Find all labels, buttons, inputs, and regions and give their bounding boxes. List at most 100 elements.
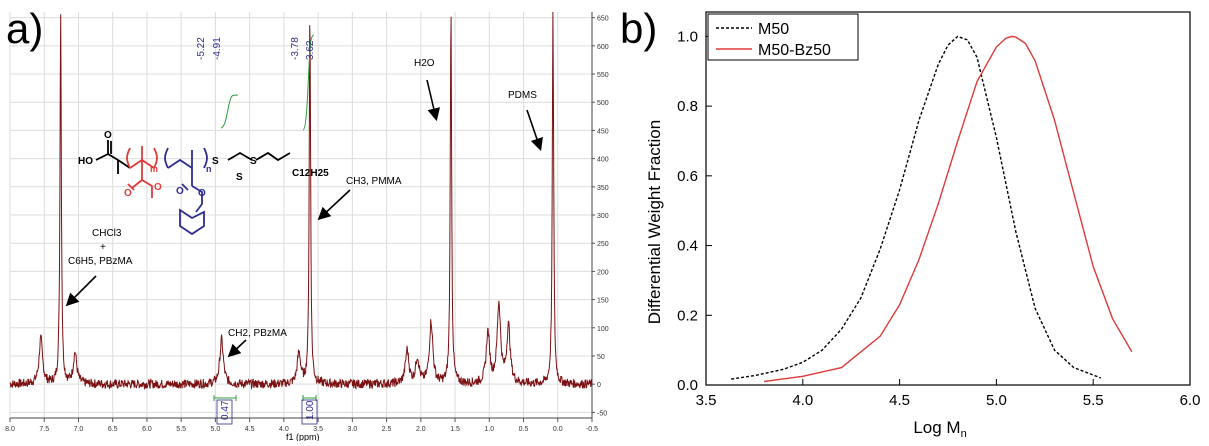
nmr-x-tick-label: 6.0 bbox=[142, 426, 152, 433]
svg-text:O: O bbox=[198, 188, 206, 199]
gpc-axes-box bbox=[706, 12, 1190, 385]
nmr-x-tick-label: 2.5 bbox=[382, 426, 392, 433]
arrow-ch2-pbzma bbox=[230, 340, 246, 355]
gpc-y-tick-label: 0.0 bbox=[677, 377, 698, 394]
svg-text:C12H25: C12H25 bbox=[292, 168, 329, 179]
nmr-y-tick-label: 450 bbox=[597, 128, 609, 135]
nmr-y-tick-label: 250 bbox=[597, 241, 609, 248]
label-chcl3-3: C6H5, PBzMA bbox=[68, 256, 133, 267]
chemical-structure: HO O m O O n O O S S S C12H25 bbox=[78, 130, 329, 234]
nmr-x-tick-label: 8.0 bbox=[5, 426, 15, 433]
svg-text:S: S bbox=[212, 156, 219, 167]
gpc-plot-frame bbox=[706, 12, 1190, 385]
peak-label-4: 3.62 bbox=[305, 40, 316, 60]
svg-text:O: O bbox=[176, 186, 184, 197]
gpc-x-axis-label-main: Log M bbox=[913, 418, 960, 437]
svg-text:n: n bbox=[206, 164, 212, 174]
label-pmma: CH3, PMMA bbox=[346, 176, 402, 187]
nmr-y-tick-label: 50 bbox=[597, 354, 605, 361]
nmr-y-ticks: 650600550500450400350300250200150100500-… bbox=[592, 16, 609, 418]
nmr-grid bbox=[10, 12, 592, 418]
peak-label-1: -5.22 bbox=[196, 37, 207, 60]
nmr-y-tick-label: 100 bbox=[597, 326, 609, 333]
gpc-legend-label-2: M50-Bz50 bbox=[758, 42, 831, 59]
gpc-x-axis-label: Log Mn bbox=[913, 418, 966, 440]
gpc-distribution-chart: 3.5 4.0 4.5 5.0 5.5 6.0 0.0 0.2 0.4 0.6 0.8 1.0 M5… bbox=[610, 0, 1209, 441]
nmr-y-tick-label: 600 bbox=[597, 44, 609, 51]
nmr-y-tick-label: 400 bbox=[597, 157, 609, 164]
integral-value-1: 0.47 bbox=[220, 400, 231, 420]
gpc-series-line-2 bbox=[764, 36, 1132, 381]
arrow-pdms bbox=[527, 110, 540, 148]
svg-text:HO: HO bbox=[78, 156, 93, 167]
peak-label-3: -3.78 bbox=[290, 37, 301, 60]
nmr-x-tick-label: 1.5 bbox=[450, 426, 460, 433]
svg-text:S: S bbox=[250, 156, 257, 167]
nmr-x-tick-label: 7.0 bbox=[74, 426, 84, 433]
svg-text:m: m bbox=[150, 164, 158, 174]
label-h2o: H2O bbox=[414, 58, 435, 69]
nmr-y-tick-label: -50 bbox=[597, 410, 607, 417]
svg-text:S: S bbox=[236, 172, 243, 183]
nmr-x-tick-label: 7.5 bbox=[39, 426, 49, 433]
nmr-y-tick-label: 500 bbox=[597, 100, 609, 107]
nmr-x-tick-label: 4.5 bbox=[245, 426, 255, 433]
gpc-x-tick-label: 5.5 bbox=[1083, 392, 1104, 409]
nmr-x-axis-label: f1 (ppm) bbox=[286, 432, 320, 441]
arrow-pmma bbox=[320, 190, 350, 218]
nmr-y-tick-label: 200 bbox=[597, 269, 609, 276]
nmr-spectrum-trace bbox=[10, 12, 592, 389]
nmr-y-tick-label: 300 bbox=[597, 213, 609, 220]
gpc-y-tick-label: 1.0 bbox=[677, 28, 698, 45]
nmr-y-tick-label: 0 bbox=[597, 382, 601, 389]
label-chcl3-1: CHCl3 bbox=[92, 228, 122, 239]
nmr-x-tick-label: 5.5 bbox=[176, 426, 186, 433]
arrow-h2o bbox=[427, 80, 436, 118]
nmr-y-tick-label: 650 bbox=[597, 16, 609, 23]
label-chcl3-2: + bbox=[100, 242, 106, 253]
nmr-spectrum-line bbox=[10, 12, 592, 389]
gpc-panel: 3.5 4.0 4.5 5.0 5.5 6.0 0.0 0.2 0.4 0.6 0.8 1.0 M5… bbox=[610, 0, 1209, 441]
gpc-legend: M50 M50-Bz50 bbox=[708, 14, 858, 60]
gpc-y-axis-label: Differential Weight Fraction bbox=[645, 120, 664, 324]
integral-curves bbox=[214, 35, 316, 401]
gpc-x-tick-label: 5.0 bbox=[986, 392, 1007, 409]
svg-text:O: O bbox=[124, 188, 132, 199]
integral-curve-pbzma bbox=[221, 95, 238, 128]
svg-text:O: O bbox=[104, 130, 112, 141]
gpc-series bbox=[731, 36, 1132, 381]
label-pdms: PDMS bbox=[508, 90, 537, 101]
panel-label-a: a) bbox=[6, 8, 43, 50]
peak-label-2: -4.91 bbox=[212, 37, 223, 60]
nmr-y-tick-label: 550 bbox=[597, 72, 609, 79]
nmr-x-tick-label: 0.5 bbox=[519, 426, 529, 433]
gpc-y-tick-label: 0.8 bbox=[677, 98, 698, 115]
gpc-x-tick-label: 4.5 bbox=[889, 392, 910, 409]
svg-text:O: O bbox=[154, 182, 162, 193]
nmr-x-tick-label: 6.5 bbox=[108, 426, 118, 433]
nmr-y-tick-label: 350 bbox=[597, 185, 609, 192]
label-ch2-pbzma: CH2, PBzMA bbox=[228, 328, 287, 339]
gpc-y-ticks: 0.0 0.2 0.4 0.6 0.8 1.0 bbox=[677, 28, 712, 394]
annotation-arrows bbox=[68, 80, 540, 355]
gpc-x-ticks: 3.5 4.0 4.5 5.0 5.5 6.0 bbox=[696, 379, 1201, 409]
nmr-x-tick-label: 1.0 bbox=[484, 426, 494, 433]
gpc-y-tick-label: 0.4 bbox=[677, 238, 698, 255]
gpc-x-tick-label: 4.0 bbox=[792, 392, 813, 409]
nmr-x-tick-label: 0.0 bbox=[553, 426, 563, 433]
gpc-y-tick-label: 0.6 bbox=[677, 168, 698, 185]
nmr-x-tick-label: 5.0 bbox=[211, 426, 221, 433]
annotation-labels: H2O PDMS CH3, PMMA CH2, PBzMA CHCl3 + C6… bbox=[68, 58, 537, 339]
gpc-x-tick-label: 3.5 bbox=[696, 392, 717, 409]
nmr-x-tick-label: 2.0 bbox=[416, 426, 426, 433]
gpc-y-tick-label: 0.2 bbox=[677, 307, 698, 324]
gpc-x-tick-label: 6.0 bbox=[1180, 392, 1201, 409]
panel-label-b: b) bbox=[620, 8, 657, 50]
nmr-x-tick-label: 3.0 bbox=[347, 426, 357, 433]
integral-value-2: 1.00 bbox=[305, 400, 316, 420]
peak-labels: -5.22 -4.91 -3.78 3.62 bbox=[196, 37, 316, 60]
nmr-x-tick-label: -0.5 bbox=[586, 426, 598, 433]
gpc-legend-label-1: M50 bbox=[758, 21, 789, 38]
